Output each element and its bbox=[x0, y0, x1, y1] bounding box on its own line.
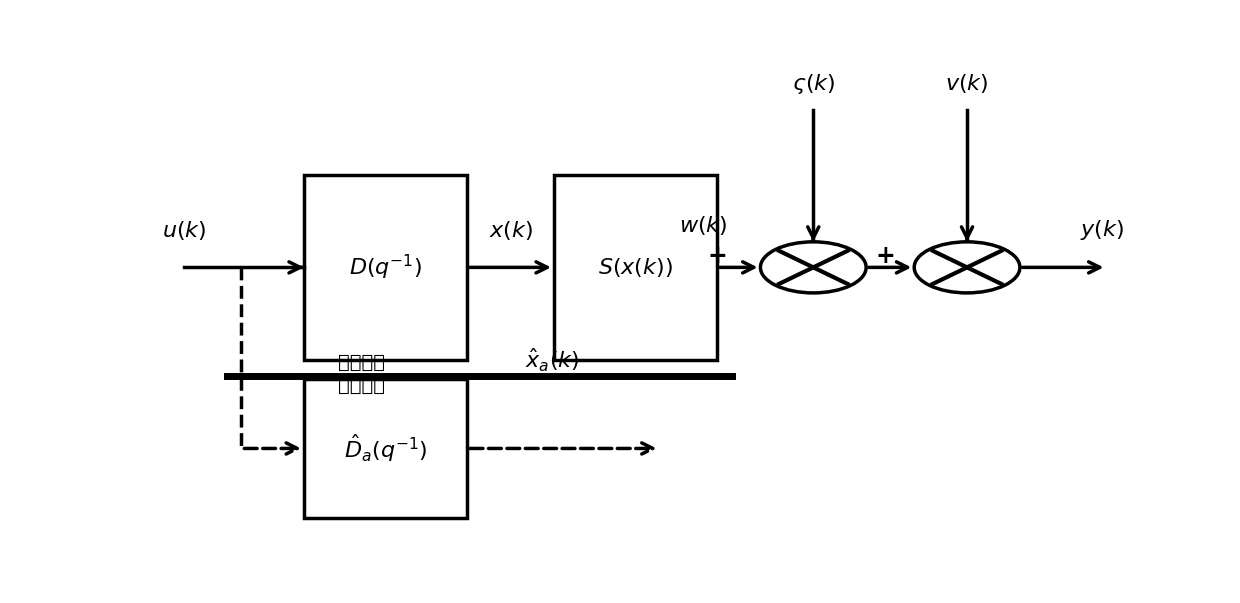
Text: +: + bbox=[875, 244, 895, 268]
Text: $\hat{D}_a(q^{-1})$: $\hat{D}_a(q^{-1})$ bbox=[343, 432, 428, 464]
Bar bbox=[304, 174, 467, 360]
Bar bbox=[554, 174, 717, 360]
Text: $\hat{x}_a(k)$: $\hat{x}_a(k)$ bbox=[525, 347, 579, 374]
Text: $S(x(k))$: $S(x(k))$ bbox=[598, 256, 673, 279]
Text: $D(q^{-1})$: $D(q^{-1})$ bbox=[348, 253, 423, 282]
Text: $\varsigma(k)$: $\varsigma(k)$ bbox=[791, 72, 835, 96]
Text: $v(k)$: $v(k)$ bbox=[945, 72, 988, 95]
Bar bbox=[304, 379, 467, 518]
Text: $y(k)$: $y(k)$ bbox=[1080, 218, 1123, 242]
Text: 真实模型: 真实模型 bbox=[337, 353, 384, 372]
Text: 辅助模型: 辅助模型 bbox=[337, 376, 384, 396]
Text: $u(k)$: $u(k)$ bbox=[161, 219, 206, 242]
Text: +: + bbox=[707, 244, 727, 268]
Text: $x(k)$: $x(k)$ bbox=[489, 219, 533, 242]
Circle shape bbox=[760, 242, 867, 293]
Text: $w(k)$: $w(k)$ bbox=[678, 214, 727, 237]
Circle shape bbox=[914, 242, 1019, 293]
